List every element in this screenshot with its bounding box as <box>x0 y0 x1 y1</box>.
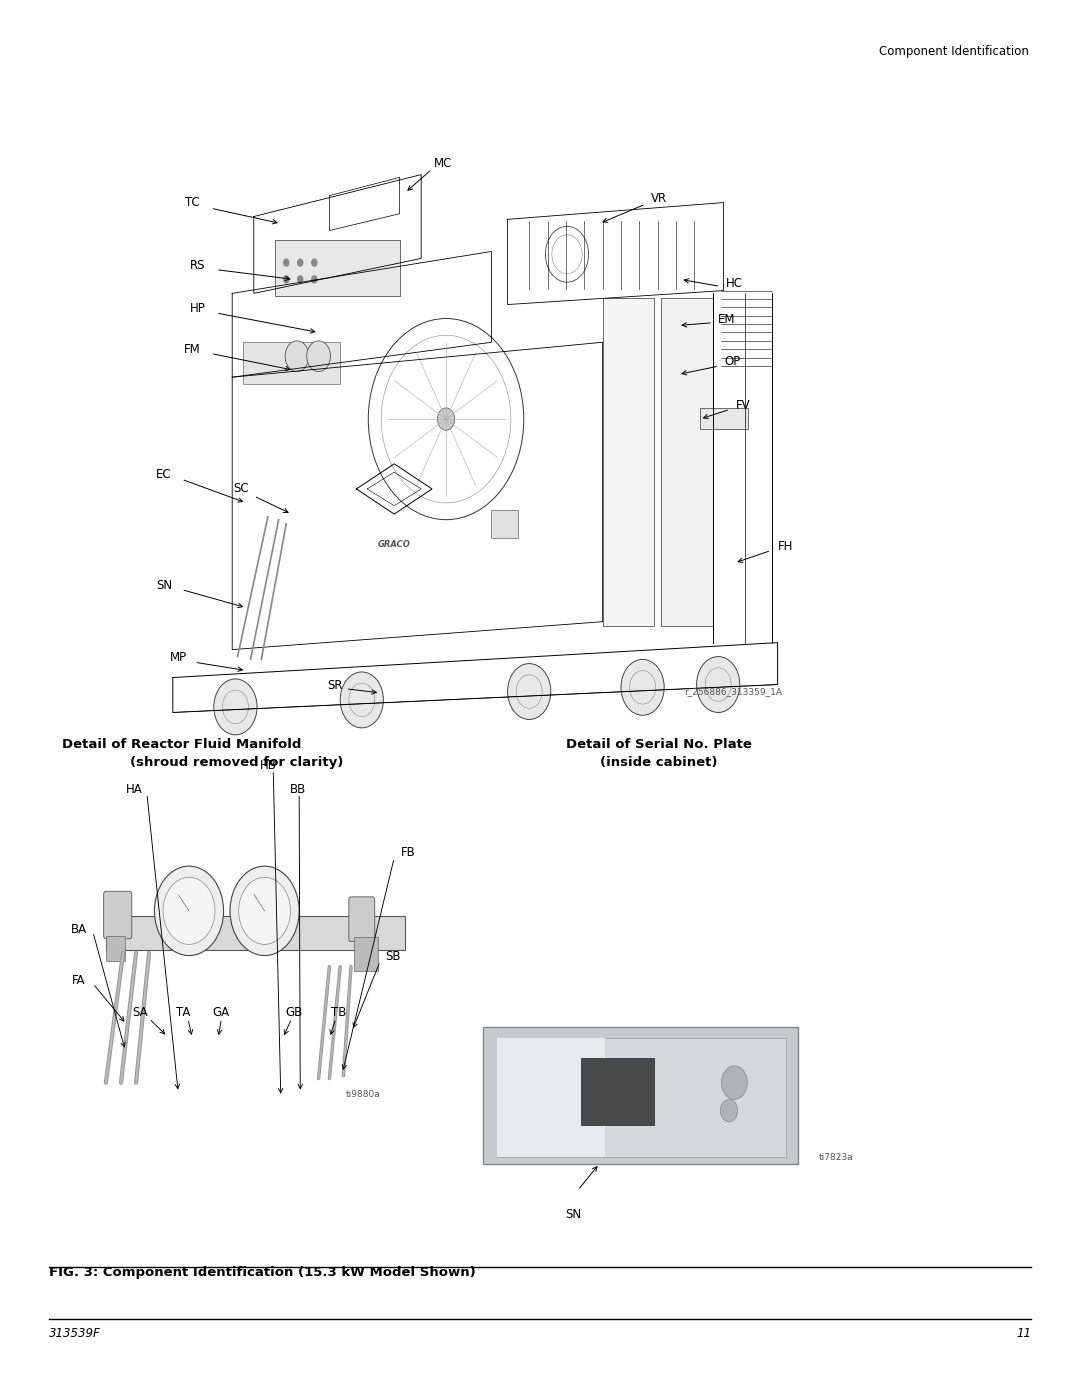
Text: TC: TC <box>185 196 200 210</box>
Text: FB: FB <box>401 845 416 859</box>
Text: VR: VR <box>651 191 666 205</box>
Text: BB: BB <box>289 782 307 796</box>
Circle shape <box>297 258 303 267</box>
FancyBboxPatch shape <box>104 891 132 939</box>
Circle shape <box>621 659 664 715</box>
Text: GB: GB <box>285 1006 302 1020</box>
FancyBboxPatch shape <box>491 510 518 538</box>
Circle shape <box>508 664 551 719</box>
Text: MP: MP <box>170 651 187 665</box>
Text: RS: RS <box>190 258 205 272</box>
Circle shape <box>340 672 383 728</box>
FancyBboxPatch shape <box>106 916 405 950</box>
Text: TB: TB <box>332 1006 347 1020</box>
Text: FIG. 3: Component Identification (15.3 kW Model Shown): FIG. 3: Component Identification (15.3 k… <box>49 1266 475 1278</box>
FancyBboxPatch shape <box>354 937 378 971</box>
Circle shape <box>697 657 740 712</box>
FancyBboxPatch shape <box>581 1058 654 1125</box>
Circle shape <box>297 275 303 284</box>
FancyBboxPatch shape <box>106 936 125 961</box>
Circle shape <box>239 877 291 944</box>
Text: MC: MC <box>433 156 453 170</box>
Text: FA: FA <box>72 974 85 988</box>
Text: 313539F: 313539F <box>49 1327 100 1340</box>
FancyBboxPatch shape <box>603 298 654 626</box>
Circle shape <box>154 866 224 956</box>
Text: FM: FM <box>184 342 201 356</box>
Text: (inside cabinet): (inside cabinet) <box>600 756 717 768</box>
FancyBboxPatch shape <box>700 408 748 429</box>
Circle shape <box>720 1099 738 1122</box>
FancyBboxPatch shape <box>497 1038 786 1157</box>
Text: OP: OP <box>724 355 741 369</box>
Text: GA: GA <box>213 1006 230 1020</box>
Text: TA: TA <box>176 1006 191 1020</box>
Circle shape <box>214 679 257 735</box>
FancyBboxPatch shape <box>349 897 375 942</box>
Text: BA: BA <box>71 922 86 936</box>
Text: 11: 11 <box>1016 1327 1031 1340</box>
Circle shape <box>437 408 455 430</box>
Text: Component Identification: Component Identification <box>879 45 1029 57</box>
Text: FV: FV <box>735 398 751 412</box>
Text: SN: SN <box>157 578 172 592</box>
Circle shape <box>285 341 309 372</box>
Text: Detail of Reactor Fluid Manifold: Detail of Reactor Fluid Manifold <box>62 738 301 750</box>
Text: (shroud removed for clarity): (shroud removed for clarity) <box>130 756 343 768</box>
Text: ti7823a: ti7823a <box>819 1154 853 1162</box>
Text: HB: HB <box>259 759 276 773</box>
Text: HC: HC <box>726 277 743 291</box>
Text: SR: SR <box>327 679 342 693</box>
Text: Detail of Serial No. Plate: Detail of Serial No. Plate <box>566 738 752 750</box>
Circle shape <box>311 275 318 284</box>
FancyBboxPatch shape <box>497 1038 605 1157</box>
Circle shape <box>163 877 215 944</box>
Circle shape <box>283 275 289 284</box>
FancyBboxPatch shape <box>661 298 713 626</box>
Text: SN: SN <box>565 1208 581 1221</box>
Text: r_256886_313359_1A: r_256886_313359_1A <box>684 687 782 696</box>
Circle shape <box>307 341 330 372</box>
Text: SB: SB <box>386 950 401 964</box>
Text: EM: EM <box>718 313 735 327</box>
FancyBboxPatch shape <box>483 1027 798 1164</box>
Circle shape <box>230 866 299 956</box>
FancyBboxPatch shape <box>275 240 400 296</box>
Text: ti9880a: ti9880a <box>346 1091 380 1099</box>
Text: FH: FH <box>778 539 793 553</box>
Text: GRACO: GRACO <box>378 541 410 549</box>
Text: HA: HA <box>125 782 143 796</box>
Text: EC: EC <box>157 468 172 482</box>
Text: SA: SA <box>133 1006 148 1020</box>
Text: HP: HP <box>190 302 205 316</box>
FancyBboxPatch shape <box>243 342 340 384</box>
Circle shape <box>311 258 318 267</box>
Circle shape <box>721 1066 747 1099</box>
Text: SC: SC <box>233 482 248 496</box>
Circle shape <box>283 258 289 267</box>
